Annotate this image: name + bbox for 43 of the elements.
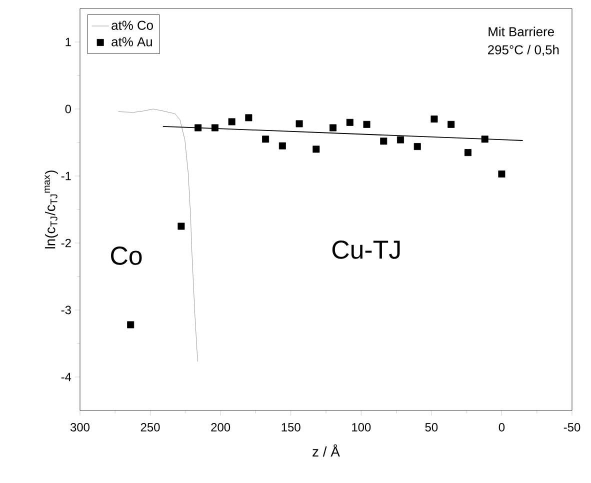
annotation: Cu-TJ (332, 240, 400, 259)
point (330, 124, 337, 132)
point (127, 321, 134, 328)
legend-label: at% Au (112, 37, 152, 46)
x-tick-label: 200 (211, 423, 230, 432)
legend-label: at% Co (112, 20, 153, 30)
point (262, 136, 270, 143)
point (178, 222, 185, 230)
point (481, 136, 488, 143)
x-tick-label: 150 (282, 423, 300, 432)
point (245, 114, 252, 122)
point (346, 118, 354, 126)
point (430, 116, 438, 123)
point (363, 120, 370, 128)
y-tick-label: 0 (65, 104, 72, 114)
annotation: Mit Barriere (488, 26, 554, 36)
x-tick-label: 0 (498, 423, 505, 432)
x-tick-label: -50 (564, 423, 580, 432)
point (194, 124, 202, 132)
x-tick-label: 50 (425, 423, 438, 432)
y-tick-label: -4 (61, 372, 72, 382)
annotation: 295°C / 0,5h (488, 44, 559, 56)
point (278, 142, 286, 150)
point (380, 138, 388, 145)
y-tick-label: -2 (61, 238, 71, 248)
point (228, 118, 236, 126)
y-tick-label: 1 (66, 38, 71, 46)
y-tick-label: -3 (61, 306, 71, 314)
y-axis-title: ln(c$_{TJ}$/c$_{TJ}$$^{max}$) (44, 170, 58, 248)
x-axis-title: z / Å (312, 444, 340, 457)
point (414, 143, 421, 150)
y-tick-label: -1 (61, 172, 71, 180)
point (464, 149, 472, 156)
point (211, 124, 218, 132)
point (397, 136, 404, 144)
annotation: Co (111, 246, 142, 265)
point (312, 146, 320, 153)
point (498, 170, 506, 178)
point (296, 120, 303, 128)
x-tick-label: 300 (70, 423, 90, 432)
point (448, 120, 455, 128)
x-tick-label: 100 (352, 423, 371, 432)
x-tick-label: 250 (140, 423, 160, 432)
